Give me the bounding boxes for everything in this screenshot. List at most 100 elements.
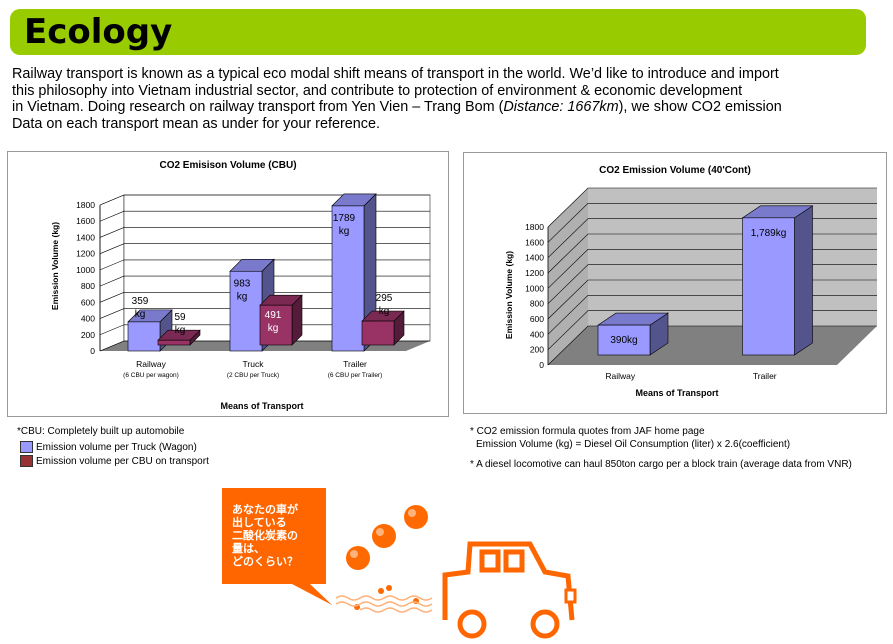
x-axis-label: Means of Transport — [220, 401, 303, 411]
intro-line-1: Railway transport is known as a typical … — [12, 66, 779, 82]
intro-line-3-end: ), we show CO2 emission — [618, 99, 782, 115]
data-label-unit: kg — [339, 226, 350, 237]
bubble-line: どのくらい？ — [232, 555, 298, 568]
distance-text: Distance: 1667km — [503, 99, 619, 115]
data-label: 59 — [174, 312, 186, 323]
y-axis-label: Emission Volume (kg) — [504, 251, 514, 339]
locomotive-note: * A diesel locomotive can haul 850ton ca… — [470, 459, 852, 470]
y-tick-label: 1200 — [76, 249, 95, 259]
y-tick-label: 1800 — [525, 222, 544, 232]
gridline — [99, 308, 430, 319]
bar-1 — [742, 217, 795, 356]
data-label: 983 — [234, 278, 251, 289]
y-tick-label: 200 — [530, 345, 544, 355]
speech-bubble — [222, 488, 332, 605]
chart-floor — [548, 326, 877, 365]
bubble-line: 二酸化炭素の — [232, 529, 298, 542]
y-tick-label: 400 — [530, 329, 544, 339]
gridline — [99, 292, 430, 303]
data-label-unit: kg — [175, 325, 186, 336]
x-category-label: Truck — [243, 359, 265, 369]
x-category-label: Trailer — [753, 371, 777, 381]
bar-0 — [597, 324, 651, 356]
co2-car-illustration — [222, 488, 577, 639]
data-label-unit: kg — [379, 306, 390, 317]
y-tick-label: 1800 — [76, 200, 95, 210]
y-tick-label: 400 — [81, 314, 95, 324]
legend-label-truck: Emission volume per Truck (Wagon) — [36, 441, 197, 453]
x-category-label: Trailer — [343, 359, 367, 369]
x-category-label: Railway — [605, 371, 636, 381]
chart-title: CO2 Emisison Volume (CBU) — [159, 160, 296, 171]
chart-title: CO2 Emission Volume (40'Cont) — [599, 165, 751, 176]
page-title: Ecology — [24, 12, 173, 52]
gridline — [99, 259, 430, 271]
bar-cbu-2 — [361, 320, 395, 346]
legend-swatch-cbu — [20, 455, 33, 467]
intro-line-4: Data on each transport mean as under for… — [12, 115, 380, 132]
intro-line-3-start: in Vietnam. Doing research on railway tr… — [12, 99, 504, 115]
formula-note-2: Emission Volume (kg) = Diesel Oil Consum… — [476, 439, 791, 450]
x-category-note: (6 CBU per wagon) — [123, 372, 179, 379]
gridline — [99, 210, 430, 222]
intro-line-2: this philosophy into Vietnam industrial … — [12, 82, 743, 99]
data-label: 359 — [132, 296, 149, 307]
container-chart-panel: CO2 Emission Volume (40'Cont) 0 200 400 600 8… — [463, 152, 887, 414]
y-tick-label: 1000 — [525, 283, 544, 293]
bar-cbu-0 — [157, 339, 191, 346]
data-label-unit: kg — [135, 309, 146, 320]
bubble-line: 量は、 — [232, 542, 265, 555]
data-label: 1,789kg — [751, 228, 787, 239]
chart-side-wall — [99, 194, 125, 352]
y-tick-label: 1600 — [76, 216, 95, 226]
cbu-chart: CO2 Emisison Volume (CBU) 0 200 400 600 800 10… — [50, 160, 431, 411]
cbu-note: *CBU: Completely built up automobile — [17, 426, 185, 437]
y-tick-label: 800 — [530, 299, 544, 309]
gridline — [99, 243, 430, 254]
x-category-note: (2 CBU per Truck) — [227, 372, 279, 379]
x-axis-label: Means of Transport — [635, 388, 718, 398]
y-tick-label: 600 — [530, 314, 544, 324]
y-tick-label: 0 — [539, 360, 544, 370]
y-tick-label: 1200 — [525, 268, 544, 278]
gridline — [99, 275, 430, 287]
y-tick-label: 200 — [81, 330, 95, 340]
y-tick-label: 1400 — [76, 232, 95, 242]
bar-truck-0 — [127, 321, 161, 352]
data-label: 390kg — [610, 335, 637, 346]
data-label-unit: kg — [268, 323, 279, 334]
y-axis-label: Emission Volume (kg) — [50, 222, 60, 310]
y-tick-label: 1000 — [76, 265, 95, 275]
gridline — [547, 187, 877, 228]
gridline — [99, 194, 430, 206]
data-label-unit: kg — [237, 291, 248, 302]
speech-bubble-text: あなたの車が 出している 二酸化炭素の 量は、 どのくらい？ — [232, 503, 352, 568]
bubble-line: 出している — [232, 516, 287, 529]
legend-item-truck: Emission volume per Truck (Wagon) — [20, 441, 197, 453]
data-label: 1789 — [333, 213, 356, 224]
bar-1-side — [794, 205, 813, 356]
data-label: 491 — [265, 310, 282, 321]
exhaust-waves — [335, 595, 433, 613]
y-tick-label: 0 — [90, 346, 95, 356]
section-header: Ecology — [10, 9, 866, 55]
y-tick-label: 1400 — [525, 253, 544, 263]
gridline — [99, 340, 430, 352]
chart-back-wall — [588, 188, 877, 326]
x-category-note: (6 CBU per Trailer) — [328, 372, 383, 379]
data-label: 295 — [376, 293, 393, 304]
car-icon — [442, 541, 575, 639]
bar-cbu-1 — [259, 304, 293, 346]
co2-bubbles — [346, 505, 428, 610]
x-category-label: Railway — [136, 359, 167, 369]
gridline — [547, 203, 877, 243]
cbu-chart-panel: CO2 Emisison Volume (CBU) 0 200 400 600 800 10… — [7, 151, 449, 417]
gridline — [99, 227, 430, 238]
y-tick-label: 800 — [81, 281, 95, 291]
bar-truck-1 — [229, 270, 263, 352]
container-chart: CO2 Emission Volume (40'Cont) 0 200 400 600 8… — [504, 165, 877, 398]
legend-item-cbu: Emission volume per CBU on transport — [20, 455, 209, 467]
legend-label-cbu: Emission volume per CBU on transport — [36, 455, 209, 467]
gridline — [99, 324, 430, 336]
bar-truck-2 — [331, 205, 365, 352]
